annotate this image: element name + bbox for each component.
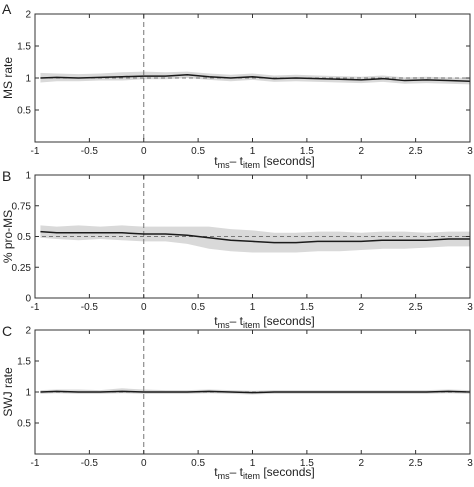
x-tick-label: 0 bbox=[141, 146, 147, 157]
x-tick-label: 1 bbox=[250, 458, 256, 469]
x-tick-label: 3 bbox=[467, 302, 473, 313]
y-tick-label: 1.5 bbox=[17, 42, 31, 53]
x-tick-label: 0 bbox=[141, 458, 147, 469]
x-tick-label: 3 bbox=[467, 146, 473, 157]
panel-letter: C bbox=[2, 323, 12, 339]
x-tick-label: 1.5 bbox=[300, 146, 314, 157]
x-tick-label: 0.5 bbox=[191, 458, 205, 469]
y-tick-label: 1.5 bbox=[17, 357, 31, 368]
x-tick-label: 0.5 bbox=[191, 146, 205, 157]
y-tick-label: 1 bbox=[25, 74, 31, 85]
y-tick-label: 0.5 bbox=[17, 419, 31, 430]
x-axis-label: tms– titem [seconds] bbox=[214, 465, 314, 481]
x-tick-label: 1.5 bbox=[300, 302, 314, 313]
y-tick-label: 0.5 bbox=[17, 106, 31, 117]
mean-line bbox=[40, 230, 470, 244]
y-tick-label: 2 bbox=[25, 326, 31, 337]
x-tick-label: 1 bbox=[250, 302, 256, 313]
y-axis-label: SWJ rate bbox=[1, 367, 15, 417]
x-axis-label-subscript: ms bbox=[218, 471, 230, 481]
x-tick-label: 0 bbox=[141, 302, 147, 313]
y-tick-label: 0.75 bbox=[12, 201, 32, 212]
x-tick-label: 1.5 bbox=[300, 458, 314, 469]
x-axis-label-part: [seconds] bbox=[260, 154, 315, 168]
x-tick-label: 2 bbox=[358, 458, 364, 469]
confidence-band bbox=[40, 388, 470, 395]
y-tick-label: 0.5 bbox=[17, 232, 31, 243]
x-tick-label: -0.5 bbox=[81, 146, 99, 157]
x-tick-label: 2.5 bbox=[409, 146, 423, 157]
y-axis-label: % pro-MS bbox=[1, 210, 15, 263]
x-tick-label: 2.5 bbox=[409, 458, 423, 469]
x-tick-label: 2 bbox=[358, 302, 364, 313]
y-axis-label: MS rate bbox=[1, 57, 15, 99]
x-tick-label: 2.5 bbox=[409, 302, 423, 313]
y-tick-label: 1 bbox=[25, 171, 31, 182]
x-tick-label: 2 bbox=[358, 146, 364, 157]
x-axis-label-subscript: item bbox=[243, 160, 260, 170]
y-tick-label: 0 bbox=[25, 294, 31, 305]
x-axis-label-subscript: ms bbox=[218, 160, 230, 170]
x-tick-label: -1 bbox=[31, 146, 40, 157]
x-axis-label: tms– titem [seconds] bbox=[214, 154, 314, 170]
confidence-band bbox=[40, 225, 470, 253]
x-axis-label-subscript: item bbox=[243, 320, 260, 330]
x-tick-label: -1 bbox=[31, 302, 40, 313]
x-axis-label-subscript: ms bbox=[218, 320, 230, 330]
x-axis-label-part: t bbox=[214, 154, 218, 168]
y-tick-label: 1 bbox=[25, 388, 31, 399]
x-tick-label: 0.5 bbox=[191, 302, 205, 313]
panel-a: -1 -0.5 0 0.5 1 1.5 2 2.5 3 0.5 1 1.5 2 MS rate tms– t… bbox=[1, 1, 473, 170]
mean-line bbox=[40, 74, 471, 82]
x-axis-label: tms– titem [seconds] bbox=[214, 314, 314, 330]
y-tick-label: 0.25 bbox=[12, 263, 32, 274]
x-tick-label: 1 bbox=[250, 146, 256, 157]
x-axis-label-part: t bbox=[214, 465, 218, 479]
x-tick-label: -0.5 bbox=[81, 458, 99, 469]
x-axis-label-subscript: item bbox=[243, 471, 260, 481]
y-tick-label: 2 bbox=[25, 10, 31, 21]
panel-letter: B bbox=[2, 168, 11, 184]
x-axis-label-part: – t bbox=[230, 154, 244, 168]
x-tick-label: -1 bbox=[31, 458, 40, 469]
panel-letter: A bbox=[2, 1, 12, 17]
x-axis-label-part: t bbox=[214, 314, 218, 328]
mean-line bbox=[40, 390, 471, 394]
x-axis-label-part: – t bbox=[230, 314, 244, 328]
x-axis-label-part: [seconds] bbox=[260, 465, 315, 479]
x-axis-label-part: [seconds] bbox=[260, 314, 315, 328]
x-tick-label: -0.5 bbox=[81, 302, 99, 313]
panel-b: -1 -0.5 0 0.5 1 1.5 2 2.5 3 0 0.25 0.5 0.75 1 % pro-MS… bbox=[1, 168, 473, 330]
x-axis-label-part: – t bbox=[230, 465, 244, 479]
x-tick-label: 3 bbox=[467, 458, 473, 469]
